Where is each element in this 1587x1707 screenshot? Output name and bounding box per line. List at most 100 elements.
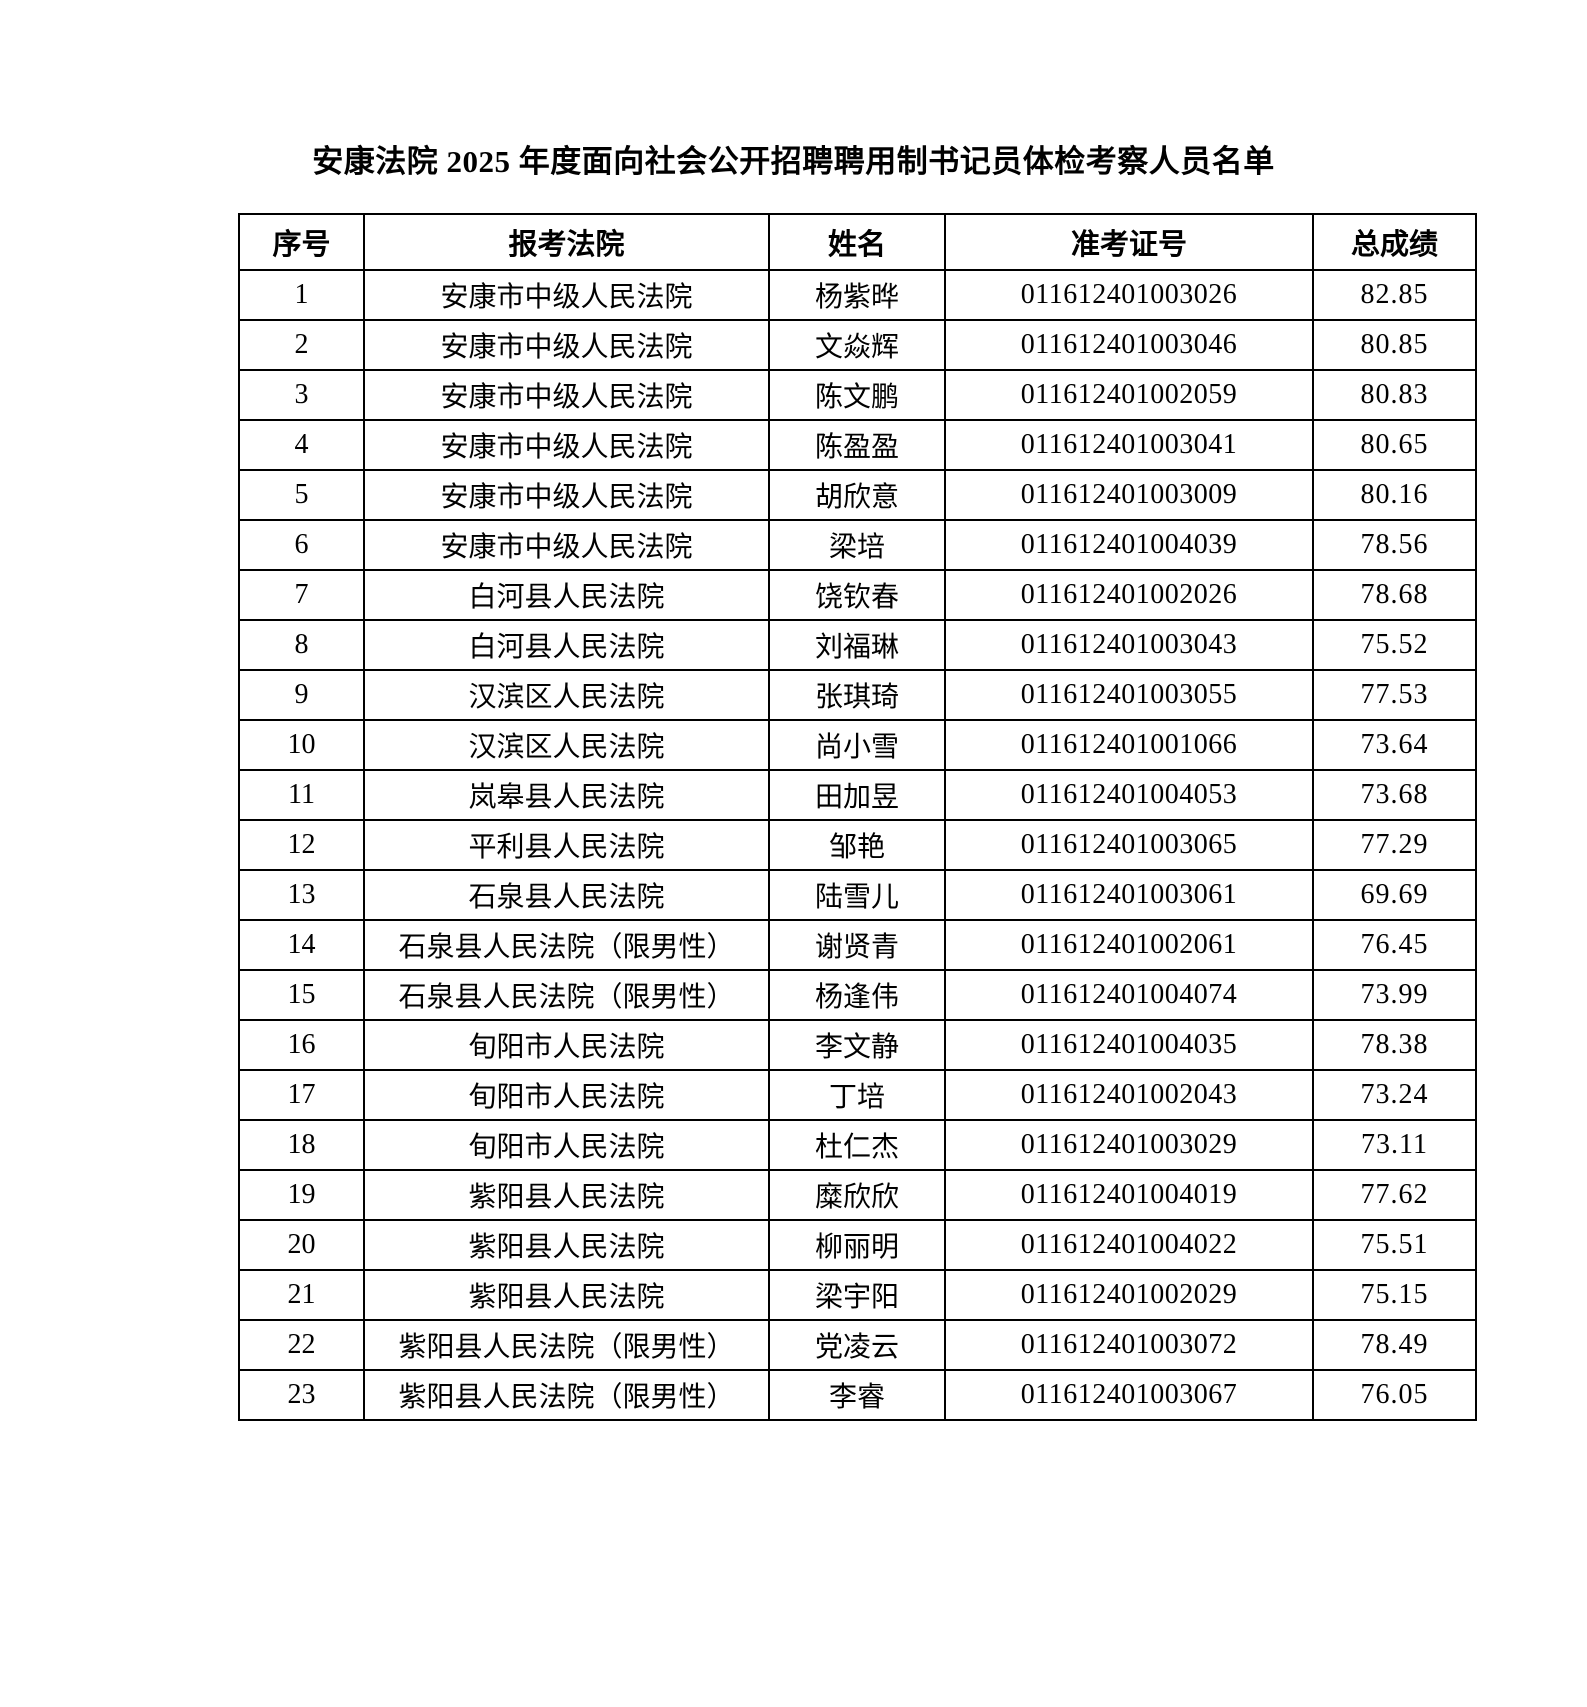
cell-total-score: 77.53 xyxy=(1312,669,1477,721)
cell-name: 糜欣欣 xyxy=(768,1169,946,1221)
table-row: 22 紫阳县人民法院（限男性） 党凌云 011612401003072 78.49 xyxy=(238,1319,1477,1371)
cell-court: 安康市中级人民法院 xyxy=(363,319,770,371)
cell-court: 旬阳市人民法院 xyxy=(363,1119,770,1171)
cell-court: 紫阳县人民法院（限男性） xyxy=(363,1319,770,1371)
table-row: 17 旬阳市人民法院 丁培 011612401002043 73.24 xyxy=(238,1069,1477,1121)
cell-index: 23 xyxy=(238,1369,365,1421)
cell-index: 21 xyxy=(238,1269,365,1321)
cell-index: 13 xyxy=(238,869,365,921)
cell-exam-number: 011612401003043 xyxy=(944,619,1314,671)
cell-name: 柳丽明 xyxy=(768,1219,946,1271)
cell-exam-number: 011612401004074 xyxy=(944,969,1314,1021)
table-row: 3 安康市中级人民法院 陈文鹏 011612401002059 80.83 xyxy=(238,369,1477,421)
cell-total-score: 73.99 xyxy=(1312,969,1477,1021)
table-row: 6 安康市中级人民法院 梁培 011612401004039 78.56 xyxy=(238,519,1477,571)
cell-total-score: 80.16 xyxy=(1312,469,1477,521)
cell-court: 岚皋县人民法院 xyxy=(363,769,770,821)
page-title: 安康法院 2025 年度面向社会公开招聘聘用制书记员体检考察人员名单 xyxy=(312,144,1275,179)
cell-index: 1 xyxy=(238,269,365,321)
cell-total-score: 77.29 xyxy=(1312,819,1477,871)
cell-index: 18 xyxy=(238,1119,365,1171)
column-header-exam-number: 准考证号 xyxy=(944,213,1314,271)
cell-index: 22 xyxy=(238,1319,365,1371)
cell-total-score: 69.69 xyxy=(1312,869,1477,921)
cell-exam-number: 011612401003046 xyxy=(944,319,1314,371)
cell-name: 刘福琳 xyxy=(768,619,946,671)
cell-exam-number: 011612401003041 xyxy=(944,419,1314,471)
table-row: 1 安康市中级人民法院 杨紫晔 011612401003026 82.85 xyxy=(238,269,1477,321)
cell-court: 平利县人民法院 xyxy=(363,819,770,871)
cell-exam-number: 011612401004035 xyxy=(944,1019,1314,1071)
cell-total-score: 76.05 xyxy=(1312,1369,1477,1421)
cell-name: 陈盈盈 xyxy=(768,419,946,471)
cell-index: 10 xyxy=(238,719,365,771)
cell-total-score: 76.45 xyxy=(1312,919,1477,971)
cell-exam-number: 011612401002059 xyxy=(944,369,1314,421)
cell-index: 6 xyxy=(238,519,365,571)
cell-total-score: 80.83 xyxy=(1312,369,1477,421)
cell-index: 16 xyxy=(238,1019,365,1071)
cell-index: 7 xyxy=(238,569,365,621)
table-row: 18 旬阳市人民法院 杜仁杰 011612401003029 73.11 xyxy=(238,1119,1477,1171)
table-row: 21 紫阳县人民法院 梁宇阳 011612401002029 75.15 xyxy=(238,1269,1477,1321)
cell-index: 11 xyxy=(238,769,365,821)
table-row: 20 紫阳县人民法院 柳丽明 011612401004022 75.51 xyxy=(238,1219,1477,1271)
cell-exam-number: 011612401003067 xyxy=(944,1369,1314,1421)
cell-index: 20 xyxy=(238,1219,365,1271)
table-row: 5 安康市中级人民法院 胡欣意 011612401003009 80.16 xyxy=(238,469,1477,521)
cell-name: 党凌云 xyxy=(768,1319,946,1371)
cell-court: 安康市中级人民法院 xyxy=(363,469,770,521)
cell-court: 紫阳县人民法院（限男性） xyxy=(363,1369,770,1421)
cell-name: 杨紫晔 xyxy=(768,269,946,321)
cell-court: 紫阳县人民法院 xyxy=(363,1219,770,1271)
cell-court: 安康市中级人民法院 xyxy=(363,419,770,471)
cell-total-score: 73.24 xyxy=(1312,1069,1477,1121)
cell-name: 田加昱 xyxy=(768,769,946,821)
cell-exam-number: 011612401004022 xyxy=(944,1219,1314,1271)
cell-total-score: 80.85 xyxy=(1312,319,1477,371)
cell-total-score: 82.85 xyxy=(1312,269,1477,321)
cell-exam-number: 011612401002029 xyxy=(944,1269,1314,1321)
cell-total-score: 78.68 xyxy=(1312,569,1477,621)
candidates-table: 序号 报考法院 姓名 准考证号 总成绩 1 安康市中级人民法院 杨紫晔 0116124… xyxy=(238,213,1477,1421)
cell-name: 丁培 xyxy=(768,1069,946,1121)
cell-total-score: 78.38 xyxy=(1312,1019,1477,1071)
cell-exam-number: 011612401003065 xyxy=(944,819,1314,871)
cell-total-score: 73.64 xyxy=(1312,719,1477,771)
cell-total-score: 78.56 xyxy=(1312,519,1477,571)
cell-court: 汉滨区人民法院 xyxy=(363,669,770,721)
cell-exam-number: 011612401003072 xyxy=(944,1319,1314,1371)
cell-total-score: 77.62 xyxy=(1312,1169,1477,1221)
cell-court: 白河县人民法院 xyxy=(363,569,770,621)
cell-index: 8 xyxy=(238,619,365,671)
column-header-court: 报考法院 xyxy=(363,213,770,271)
cell-court: 安康市中级人民法院 xyxy=(363,269,770,321)
cell-name: 尚小雪 xyxy=(768,719,946,771)
cell-exam-number: 011612401003029 xyxy=(944,1119,1314,1171)
cell-exam-number: 011612401004019 xyxy=(944,1169,1314,1221)
table-row: 12 平利县人民法院 邹艳 011612401003065 77.29 xyxy=(238,819,1477,871)
cell-index: 14 xyxy=(238,919,365,971)
table-row: 2 安康市中级人民法院 文焱辉 011612401003046 80.85 xyxy=(238,319,1477,371)
cell-name: 张琪琦 xyxy=(768,669,946,721)
cell-court: 白河县人民法院 xyxy=(363,619,770,671)
cell-court: 石泉县人民法院（限男性） xyxy=(363,969,770,1021)
table-row: 23 紫阳县人民法院（限男性） 李睿 011612401003067 76.05 xyxy=(238,1369,1477,1421)
table-row: 14 石泉县人民法院（限男性） 谢贤青 011612401002061 76.45 xyxy=(238,919,1477,971)
cell-name: 陆雪儿 xyxy=(768,869,946,921)
table-row: 16 旬阳市人民法院 李文静 011612401004035 78.38 xyxy=(238,1019,1477,1071)
cell-total-score: 80.65 xyxy=(1312,419,1477,471)
cell-total-score: 75.15 xyxy=(1312,1269,1477,1321)
table-row: 11 岚皋县人民法院 田加昱 011612401004053 73.68 xyxy=(238,769,1477,821)
cell-total-score: 73.68 xyxy=(1312,769,1477,821)
cell-exam-number: 011612401002043 xyxy=(944,1069,1314,1121)
cell-index: 12 xyxy=(238,819,365,871)
cell-name: 李睿 xyxy=(768,1369,946,1421)
table-row: 15 石泉县人民法院（限男性） 杨逢伟 011612401004074 73.99 xyxy=(238,969,1477,1021)
cell-index: 17 xyxy=(238,1069,365,1121)
cell-court: 安康市中级人民法院 xyxy=(363,519,770,571)
cell-index: 9 xyxy=(238,669,365,721)
cell-court: 紫阳县人民法院 xyxy=(363,1169,770,1221)
table-header-row: 序号 报考法院 姓名 准考证号 总成绩 xyxy=(238,213,1477,271)
